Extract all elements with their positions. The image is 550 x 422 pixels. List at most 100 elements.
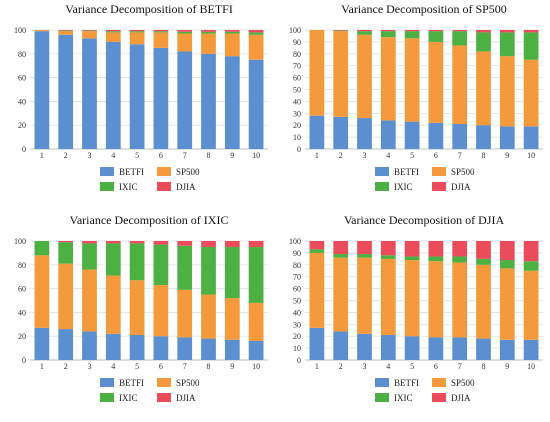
x-tick-label: 8 xyxy=(482,151,486,160)
x-tick-label: 9 xyxy=(505,151,509,160)
bar-segment-betfi xyxy=(357,333,372,360)
bar-segment-ixic xyxy=(476,32,491,52)
bar-segment-betfi xyxy=(153,336,169,360)
y-tick-label: 100 xyxy=(289,237,301,246)
legend-swatch-djia xyxy=(432,182,446,191)
bar-segment-ixic xyxy=(105,243,121,276)
legend-swatch-betfi xyxy=(100,378,114,387)
bar-segment-ixic xyxy=(177,31,193,34)
bar-segment-sp500 xyxy=(105,275,121,334)
bar-segment-betfi xyxy=(129,44,145,149)
bar-segment-sp500 xyxy=(34,255,50,328)
bar-segment-betfi xyxy=(34,327,50,360)
y-tick-label: 100 xyxy=(14,26,26,35)
y-tick-label: 60 xyxy=(293,285,301,294)
bar-segment-betfi xyxy=(82,38,97,149)
y-tick-label: 0 xyxy=(22,145,26,154)
bar-segment-ixic xyxy=(82,30,97,32)
bar-segment-sp500 xyxy=(248,34,264,60)
x-tick-label: 4 xyxy=(386,362,390,371)
x-tick-label: 6 xyxy=(159,151,163,160)
bar-segment-djia xyxy=(58,30,74,31)
bar-segment-sp500 xyxy=(380,258,396,336)
x-tick-label: 3 xyxy=(88,151,92,160)
bar-segment-ixic xyxy=(523,261,539,271)
bar-segment-ixic xyxy=(523,32,539,60)
bar-segment-ixic xyxy=(309,249,325,253)
bar-segment-betfi xyxy=(129,335,145,360)
bar-segment-djia xyxy=(129,241,145,244)
chart-title: Variance Decomposition of IXIC xyxy=(70,213,229,227)
bar-segment-djia xyxy=(499,30,515,33)
x-tick-label: 7 xyxy=(183,362,187,371)
bar-segment-sp500 xyxy=(58,263,74,330)
bar-segment-djia xyxy=(309,241,325,250)
bar-segment-ixic xyxy=(248,32,264,35)
bar-segment-betfi xyxy=(309,115,325,149)
bar-segment-betfi xyxy=(309,327,325,360)
legend-swatch-ixic xyxy=(100,393,114,402)
y-tick-label: 100 xyxy=(289,26,301,35)
y-tick-label: 20 xyxy=(18,121,26,130)
bar-segment-djia xyxy=(248,30,264,33)
bar-segment-ixic xyxy=(452,31,468,46)
legend-swatch-djia xyxy=(157,393,171,402)
chart-svg-sp500: Variance Decomposition of SP500 0 10 20 30 40… xyxy=(289,2,543,192)
bar-segment-ixic xyxy=(333,30,349,32)
legend-label-sp500: SP500 xyxy=(176,378,200,388)
chart-panel-sp500: Variance Decomposition of SP500 0 10 20 30 40… xyxy=(275,0,550,211)
x-tick-label: 1 xyxy=(40,362,44,371)
bar-segment-sp500 xyxy=(177,289,193,338)
bar-segment-djia xyxy=(404,241,420,257)
bar-segment-betfi xyxy=(428,122,444,149)
bar-segment-djia xyxy=(248,241,264,247)
bar-segment-sp500 xyxy=(224,298,240,340)
x-tick-label: 7 xyxy=(458,151,462,160)
bar-segment-sp500 xyxy=(201,33,216,54)
y-tick-label: 60 xyxy=(18,285,26,294)
y-tick-label: 100 xyxy=(14,237,26,246)
x-tick-label: 5 xyxy=(410,151,414,160)
chart-title: Variance Decomposition of BETFI xyxy=(65,2,233,16)
bar-segment-djia xyxy=(380,30,396,32)
x-tick-label: 7 xyxy=(183,151,187,160)
legend-label-djia: DJIA xyxy=(176,393,196,403)
y-tick-label: 30 xyxy=(293,109,301,118)
x-tick-label: 1 xyxy=(40,151,44,160)
bar-segment-ixic xyxy=(153,244,169,286)
bar-segment-betfi xyxy=(380,335,396,360)
legend-swatch-betfi xyxy=(100,167,114,176)
bar-segment-djia xyxy=(404,30,420,32)
bar-segment-betfi xyxy=(58,329,74,360)
bar-segment-djia xyxy=(82,30,97,31)
bar-segment-djia xyxy=(357,30,372,32)
bar-segment-djia xyxy=(224,30,240,32)
bar-segment-djia xyxy=(333,241,349,255)
x-tick-label: 2 xyxy=(339,151,343,160)
bar-segment-sp500 xyxy=(476,264,491,339)
bar-segment-sp500 xyxy=(58,31,74,35)
chart-title: Variance Decomposition of DJIA xyxy=(344,213,505,227)
bar-segment-ixic xyxy=(499,260,515,269)
y-tick-label: 0 xyxy=(22,356,26,365)
bar-segment-djia xyxy=(177,241,193,246)
bar-segment-betfi xyxy=(428,337,444,360)
bar-segment-betfi xyxy=(452,124,468,149)
bar-segment-betfi xyxy=(105,333,121,360)
x-tick-label: 4 xyxy=(111,151,115,160)
bar-segment-sp500 xyxy=(129,280,145,336)
y-tick-label: 80 xyxy=(18,50,26,59)
bar-segment-djia xyxy=(452,30,468,32)
chart-svg-betfi: Variance Decomposition of BETFI 0 20 40 60 80… xyxy=(14,2,268,192)
bar-segment-betfi xyxy=(380,120,396,149)
bar-segment-ixic xyxy=(58,242,74,264)
bar-segment-sp500 xyxy=(428,41,444,123)
bar-segment-ixic xyxy=(357,31,372,35)
y-tick-label: 0 xyxy=(297,356,301,365)
bar-segment-betfi xyxy=(523,126,539,149)
bar-segment-ixic xyxy=(177,245,193,290)
bar-segment-ixic xyxy=(476,258,491,265)
legend-label-betfi: BETFI xyxy=(119,378,144,388)
bar-segment-betfi xyxy=(499,339,515,360)
bar-segment-ixic xyxy=(201,31,216,34)
